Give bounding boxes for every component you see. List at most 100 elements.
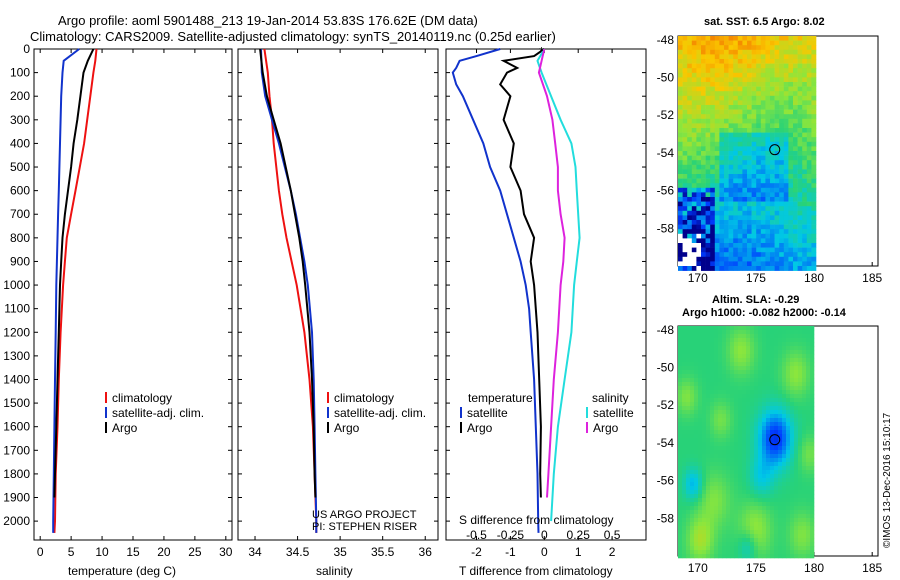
sla-cell [794, 486, 799, 491]
sla-cell [774, 326, 779, 331]
sst-cell [724, 206, 729, 212]
sla-cell [754, 342, 759, 347]
sla-cell [726, 510, 731, 515]
sst-cell [710, 123, 716, 129]
map-y-tick-label: -56 [657, 474, 675, 488]
sst-cell [770, 164, 775, 170]
sst-cell [756, 63, 762, 69]
sla-cell [762, 374, 767, 379]
sst-cell [714, 174, 720, 179]
sst-cell [705, 45, 711, 51]
y-tick-label: 300 [10, 113, 30, 127]
sla-cell [714, 462, 719, 467]
sla-cell [710, 478, 715, 483]
sst-cell [733, 36, 739, 41]
sst-cell [728, 95, 734, 101]
sla-cell [778, 358, 783, 363]
sla-cell [734, 390, 739, 395]
sst-cell [742, 192, 748, 198]
sla-cell [742, 530, 747, 535]
sst-cell [742, 63, 748, 69]
sla-cell [718, 534, 723, 539]
sst-cell [765, 123, 771, 129]
sst-cell [770, 82, 775, 87]
sst-cell [678, 261, 683, 267]
sla-cell [686, 438, 691, 443]
sst-cell [687, 146, 693, 152]
sla-cell [766, 374, 771, 379]
sla-cell [786, 510, 791, 515]
y-tick-label: 1200 [3, 325, 30, 339]
sla-cell [778, 474, 783, 479]
sla-cell [766, 422, 771, 427]
sla-cell [802, 354, 807, 359]
sla-cell [694, 378, 699, 383]
sla-cell [798, 334, 803, 339]
sla-cell [678, 402, 683, 407]
sla-cell [790, 458, 795, 463]
sla-cell [762, 378, 767, 383]
sst-cell [705, 141, 711, 147]
sst-cell [788, 72, 794, 78]
sla-cell [790, 486, 795, 491]
sla-cell [690, 478, 695, 483]
sst-cell [678, 174, 683, 179]
sst-cell [691, 256, 697, 262]
sla-cell [702, 406, 707, 411]
sla-cell [750, 530, 755, 535]
sst-cell [765, 229, 771, 235]
sla-cell [786, 438, 791, 443]
sla-cell [762, 446, 767, 451]
sla-cell [714, 374, 719, 379]
sla-cell [802, 366, 807, 371]
sla-cell [686, 354, 691, 359]
sla-cell [702, 374, 707, 379]
sst-cell [682, 229, 688, 235]
sla-cell [730, 498, 735, 503]
sla-cell [802, 530, 807, 535]
sst-cell [714, 178, 720, 184]
sla-cell [786, 354, 791, 359]
sst-cell [696, 114, 702, 120]
sla-cell [774, 486, 779, 491]
sla-cell [678, 354, 683, 359]
sla-cell [722, 342, 727, 347]
sla-cell [766, 510, 771, 515]
sla-cell [690, 542, 695, 547]
sst-cell [705, 105, 711, 110]
legend-swatch-s-argo [586, 422, 588, 433]
sla-cell [698, 486, 703, 491]
sla-cell [810, 366, 815, 371]
sla-cell [682, 514, 687, 519]
sst-cell [756, 100, 762, 106]
sst-cell [724, 233, 729, 239]
sla-cell [702, 418, 707, 423]
sst-cell [756, 215, 762, 221]
sst-cell [733, 164, 739, 170]
sla-cell [786, 398, 791, 403]
sst-cell [682, 59, 688, 64]
sst-cell [811, 100, 817, 106]
sst-cell [696, 128, 702, 133]
x-tick-label: 20 [157, 545, 171, 559]
sla-cell [746, 554, 751, 559]
salinity-legend: climatology satellite-adj. clim. Argo US… [312, 391, 426, 533]
sla-cell [734, 334, 739, 339]
sst-cell [719, 123, 725, 129]
sla-cell [742, 362, 747, 367]
sla-cell [714, 346, 719, 351]
sst-cell [737, 164, 743, 170]
sst-cell [687, 72, 693, 78]
sla-cell [690, 358, 695, 363]
sla-cell [798, 462, 803, 467]
sla-cell [730, 446, 735, 451]
sla-cell [782, 426, 787, 431]
sst-cell [774, 187, 780, 193]
sst-cell [724, 72, 729, 78]
sla-cell [694, 434, 699, 439]
sst-cell [797, 109, 803, 115]
sst-cell [733, 95, 739, 101]
sla-cell [810, 546, 815, 551]
sst-cell [742, 49, 748, 55]
sst-cell [701, 183, 706, 189]
